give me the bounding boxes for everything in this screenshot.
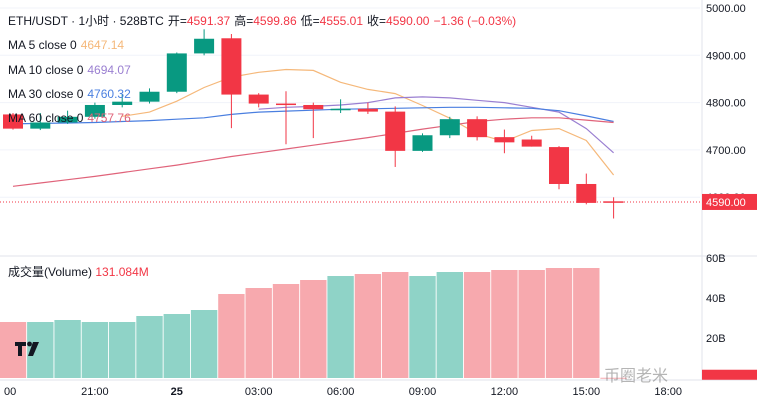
time-tick-label: 18:00 — [654, 386, 682, 398]
candle-body — [357, 108, 378, 112]
candle-body — [248, 94, 269, 104]
candle-body — [576, 183, 597, 203]
ma-label: MA 10 close 0 — [8, 63, 84, 77]
close-value: 4590.00 — [386, 14, 430, 28]
candle-body — [467, 119, 488, 138]
volume-legend[interactable]: 成交量(Volume) 131.084M — [8, 263, 149, 280]
ma-label: MA 5 close 0 — [8, 38, 77, 52]
volume-bars — [0, 268, 627, 379]
ma-label: MA 30 close 0 — [8, 87, 84, 101]
time-tick-label: 03:00 — [245, 386, 273, 398]
candle-body — [139, 91, 160, 102]
ma-value: 4760.32 — [87, 87, 131, 101]
candle-body — [603, 201, 624, 203]
ma-legend-row[interactable]: MA 10 close 0 4694.07 — [8, 63, 135, 77]
volume-bar — [163, 314, 190, 378]
low-value: 4555.01 — [319, 14, 364, 28]
price-tick-label: 4800.00 — [706, 98, 746, 110]
volume-bar — [409, 276, 436, 378]
time-tick-label: 00 — [4, 386, 16, 398]
volume-bar — [436, 272, 463, 378]
price-tick-label: 4900.00 — [706, 50, 746, 62]
candle-body — [385, 111, 406, 151]
candle-body — [221, 38, 242, 95]
candle-body — [57, 116, 78, 123]
candle-body — [194, 38, 215, 54]
tradingview-logo-icon[interactable] — [14, 338, 44, 360]
price-tick-label: 5000.00 — [706, 3, 746, 15]
ma-line — [122, 68, 615, 176]
volume-bar — [218, 294, 245, 378]
high-label: 高= — [234, 14, 254, 28]
volume-bar — [463, 272, 491, 378]
change-value: −1.36 (−0.03%) — [433, 14, 517, 28]
volume-bar — [109, 322, 136, 378]
ma-line — [12, 117, 614, 187]
time-tick-label: 25 — [171, 386, 183, 398]
ma-label: MA 60 close 0 — [8, 111, 84, 125]
ma-legend-row[interactable]: MA 30 close 0 4760.32 — [8, 87, 135, 101]
volume-bar — [518, 270, 545, 378]
volume-bar — [190, 310, 218, 378]
volume-bar — [600, 377, 627, 379]
time-tick-label: 21:00 — [81, 386, 109, 398]
candle-body — [494, 137, 515, 143]
ma-value: 4757.76 — [87, 111, 131, 125]
candle-body — [439, 119, 460, 136]
candle-body — [549, 147, 569, 184]
volume-bar — [300, 280, 327, 378]
volume-last-tag — [702, 369, 757, 380]
volume-value: 131.084M — [95, 265, 149, 279]
volume-tick-label: 60B — [706, 253, 726, 265]
axes: 5000.004900.004800.004700.004600.0060B40… — [0, 3, 757, 398]
volume-bar — [245, 288, 272, 378]
last-price-tag-label: 4590.00 — [706, 197, 746, 209]
candle-body — [276, 103, 296, 106]
candle-body — [84, 104, 105, 117]
high-value: 4599.86 — [253, 14, 297, 28]
ma-value: 4694.07 — [87, 63, 131, 77]
candle-body — [30, 122, 51, 129]
volume-bar — [491, 270, 518, 378]
open-label: 开= — [167, 14, 187, 28]
ma-legend-row[interactable]: MA 60 close 0 4757.76 — [8, 111, 135, 125]
volume-bar — [136, 316, 163, 378]
candle-body — [412, 135, 433, 151]
candle-body — [303, 104, 324, 110]
volume-tick-label: 40B — [706, 293, 726, 305]
open-value: 4591.37 — [186, 14, 231, 28]
time-tick-label: 12:00 — [491, 386, 519, 398]
close-label: 收= — [367, 14, 387, 28]
time-tick-label: 06:00 — [327, 386, 355, 398]
candle-body — [330, 108, 351, 111]
volume-tick-label: 20B — [706, 333, 726, 345]
candle-body — [521, 139, 542, 147]
candle-body — [3, 114, 23, 129]
volume-bar — [272, 284, 300, 378]
time-tick-label: 15:00 — [573, 386, 601, 398]
symbol-label[interactable]: ETH/USDT · 1小时 · 528BTC — [8, 14, 164, 28]
volume-bar — [354, 274, 382, 378]
candlesticks — [3, 29, 624, 219]
watermark: 币圈老米 — [604, 368, 669, 385]
volume-bar — [545, 268, 573, 378]
ohlc-header: ETH/USDT · 1小时 · 528BTC 开=4591.37 高=4599.8… — [8, 14, 520, 28]
volume-label: 成交量(Volume) — [8, 265, 93, 279]
last-price-tag — [702, 193, 757, 210]
low-label: 低= — [300, 14, 320, 28]
time-tick-label: 09:00 — [409, 386, 437, 398]
volume-bar — [573, 268, 600, 378]
ma-value: 4647.14 — [80, 38, 125, 52]
volume-bar — [54, 320, 81, 378]
ma-legend-row[interactable]: MA 5 close 0 4647.14 — [8, 38, 128, 52]
volume-bar — [81, 322, 109, 378]
candle-body — [166, 53, 187, 92]
price-tick-label: 4700.00 — [706, 145, 746, 157]
candle-body — [112, 101, 133, 105]
volume-bar — [327, 276, 354, 378]
volume-bar — [382, 272, 409, 378]
